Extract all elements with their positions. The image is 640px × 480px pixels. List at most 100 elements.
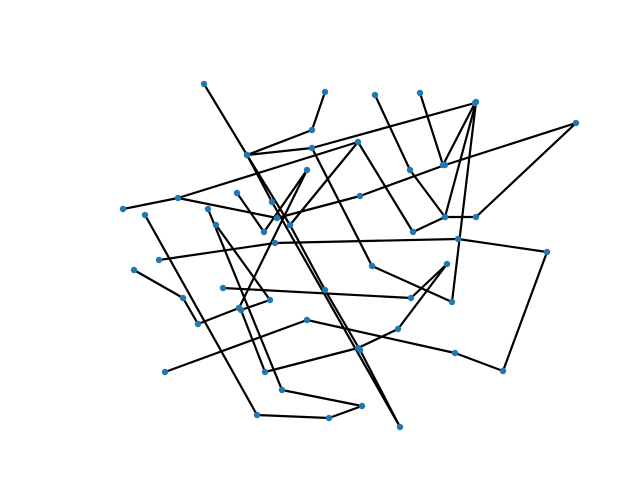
edge-n31-n32: [143, 213, 259, 417]
node-n40: [261, 368, 269, 376]
node-n48: [451, 349, 459, 357]
edge-n57-n58: [221, 286, 413, 300]
node-n18: [409, 228, 417, 236]
node-n47: [303, 316, 311, 324]
node-n31: [141, 211, 149, 219]
node-n20: [472, 213, 480, 221]
node-n55: [454, 235, 462, 243]
node-n54: [271, 239, 279, 247]
edge-n37-n38: [214, 223, 272, 302]
edge-n51-n52: [262, 168, 309, 234]
edge-n3-n4: [288, 223, 327, 292]
edge-n23-n24: [443, 100, 478, 219]
node-n9: [243, 151, 251, 159]
edge-n12-n13: [176, 196, 279, 220]
node-n6: [396, 423, 404, 431]
edge-n29-n30: [370, 264, 454, 304]
edge-n7-n8: [310, 90, 327, 132]
edge-n33-n36: [327, 404, 364, 420]
node-n1: [200, 80, 208, 88]
node-n10: [268, 198, 276, 206]
edge-n42-n43: [132, 268, 185, 300]
node-n11: [119, 205, 127, 213]
node-n33: [325, 414, 333, 422]
node-n37: [212, 221, 220, 229]
edge-n12-n17: [176, 140, 360, 200]
node-n50: [233, 189, 241, 197]
edge-n15-n16: [443, 121, 578, 167]
node-n56: [543, 248, 551, 256]
node-n13: [273, 214, 281, 222]
edge-n9-n10: [245, 153, 274, 204]
nodes-layer: [119, 80, 580, 431]
edge-n25-n26: [418, 91, 445, 167]
node-n49: [499, 367, 507, 375]
node-n58: [407, 294, 415, 302]
edge-n58-n59: [409, 262, 449, 300]
edge-n48-n49: [453, 351, 505, 373]
edge-n60-n41: [356, 327, 400, 350]
node-n12: [174, 194, 182, 202]
node-n44: [194, 320, 202, 328]
edge-n44-n45: [196, 306, 241, 326]
node-n53: [155, 256, 163, 264]
edge-n28-n29: [310, 146, 374, 268]
edge-n32-n33: [255, 413, 331, 420]
edge-n18-n19: [411, 215, 447, 234]
node-n27: [471, 99, 479, 107]
edge-n22-n23: [408, 168, 447, 219]
edge-n9-n28: [245, 146, 314, 157]
node-n25: [416, 89, 424, 97]
node-n60: [394, 325, 402, 333]
node-n21: [371, 91, 379, 99]
edge-n59-n60: [396, 262, 449, 331]
edge-n50-n51: [235, 191, 266, 234]
node-n52: [303, 166, 311, 174]
edge-n55-n56: [456, 237, 549, 254]
node-n41: [354, 344, 362, 352]
edge-n46-n47: [163, 318, 309, 374]
node-n36: [358, 402, 366, 410]
edge-n26-n27: [441, 101, 477, 167]
edge-n11-n12: [121, 196, 180, 211]
node-n17: [354, 138, 362, 146]
edge-n1-n2: [202, 82, 249, 157]
node-n7: [321, 88, 329, 96]
node-n22: [406, 166, 414, 174]
node-n28: [308, 144, 316, 152]
edge-n24-n30: [450, 100, 478, 304]
node-n45: [235, 304, 243, 312]
node-n43: [179, 294, 187, 302]
edge-n17-n18: [356, 140, 415, 234]
node-n16: [572, 119, 580, 127]
node-n32: [253, 411, 261, 419]
edge-n39-n40: [239, 308, 267, 374]
node-n34: [204, 205, 212, 213]
node-n23: [441, 213, 449, 221]
node-n8: [308, 126, 316, 134]
edge-n53-n54: [157, 241, 277, 262]
node-n42: [130, 266, 138, 274]
edge-n14-n15: [358, 163, 447, 198]
edge-n34-n35: [206, 207, 284, 392]
node-n3: [286, 221, 294, 229]
edge-n6-n10: [270, 200, 402, 429]
edge-n8-n9: [245, 128, 314, 157]
edges-layer: [121, 82, 578, 429]
edge-n21-n22: [373, 93, 412, 172]
node-n51: [260, 228, 268, 236]
edge-n4-n5: [323, 288, 362, 352]
node-n38: [266, 296, 274, 304]
edge-n3-n17: [288, 140, 360, 227]
node-n30: [448, 298, 456, 306]
node-n4: [321, 286, 329, 294]
node-n46: [161, 368, 169, 376]
node-n57: [219, 284, 227, 292]
node-n29: [368, 262, 376, 270]
edge-n56-n49: [501, 250, 549, 373]
edge-n54-n55: [273, 237, 460, 245]
node-n26: [439, 161, 447, 169]
node-n59: [443, 260, 451, 268]
node-n35: [278, 386, 286, 394]
